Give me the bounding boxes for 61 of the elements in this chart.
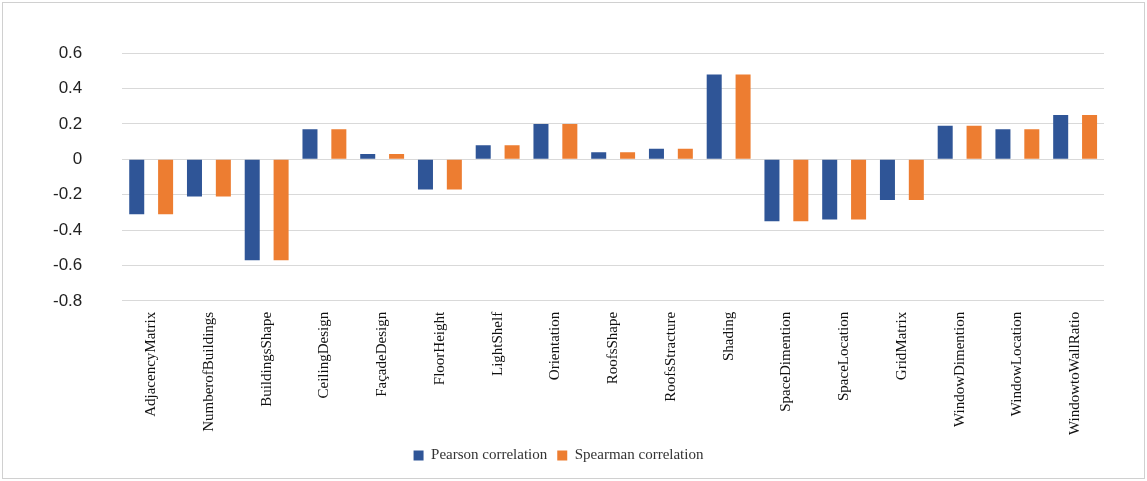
bar [129,159,145,215]
x-tick-label: RoofsStracture [661,311,678,402]
bar [851,159,867,220]
x-tick-label: CeilingDesign [315,311,332,399]
bar [360,154,376,159]
bar [1053,115,1069,159]
bar [908,159,924,201]
bar [879,159,895,201]
y-tick-label: -0.2 [53,184,83,204]
bar [620,152,636,159]
bar [735,74,751,159]
y-tick-label: 0.4 [58,78,83,98]
x-tick-label: RoofsShape [604,311,621,385]
bar [417,159,433,190]
bar [648,148,664,159]
x-tick-label: NumberofBuildings [199,311,216,432]
bar [562,123,578,159]
bar [995,129,1011,159]
bar [1082,115,1098,159]
y-tick-label: 0 [72,149,83,169]
legend-label: Pearson correlation [431,446,548,463]
bar [533,123,549,159]
legend-label: Spearman correlation [574,446,704,463]
x-tick-label: SpaceLocation [835,311,852,401]
bar [677,148,693,159]
x-tick-label: FloorHeight [430,311,447,386]
bar [446,159,462,190]
bar [937,125,953,159]
bar [591,152,607,159]
bar [793,159,809,222]
x-tick-label: Orientation [546,311,563,381]
x-tick-label: FaçadeDesign [373,311,390,397]
x-tick-label: BuildingsShape [257,311,274,407]
y-tick-label: -0.6 [53,255,83,275]
x-tick-label: WindowLocation [1008,311,1025,417]
bar [273,159,289,261]
bar [244,159,260,261]
bar [302,129,318,159]
x-tick-label: GridMatrix [892,311,909,381]
bar [475,145,491,159]
bar [764,159,780,222]
bar [504,145,520,159]
x-tick-label: SpaceDimention [777,311,794,412]
bar [331,129,347,159]
bar [158,159,174,215]
bar [389,154,405,159]
x-tick-label: WindowtoWallRatio [1066,311,1083,435]
bar [186,159,202,197]
bar [966,125,982,159]
y-tick-label: -0.4 [53,219,83,239]
bar [1024,129,1040,159]
x-tick-label: WindowDimention [950,311,967,428]
x-tick-label: Shading [719,311,736,361]
y-tick-label: 0.2 [58,113,83,133]
y-tick-label: -0.8 [53,290,83,310]
x-tick-label: AdjacencyMatrix [142,311,159,417]
x-tick-label: LightShelf [488,311,505,376]
bar [822,159,838,220]
bar [706,74,722,159]
y-tick-label: 0.6 [58,42,83,62]
bar [215,159,231,197]
